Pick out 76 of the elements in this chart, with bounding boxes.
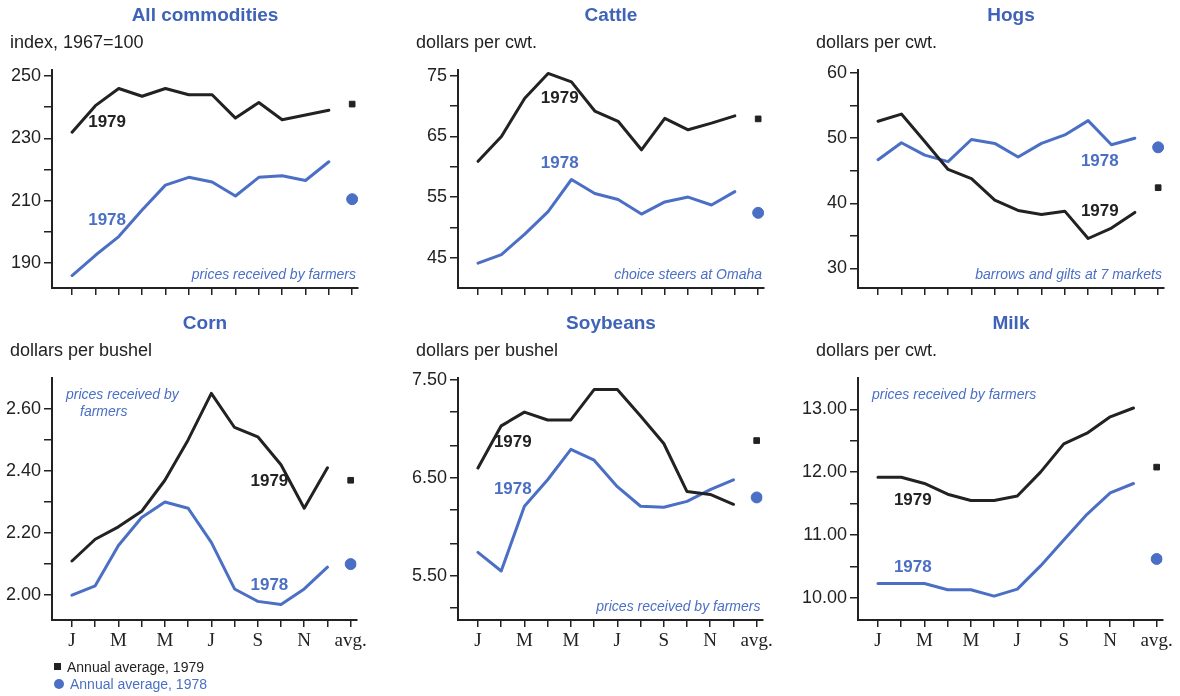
- y-tick-label: 210: [10, 189, 41, 210]
- x-tick-label: avg.: [1140, 629, 1173, 651]
- x-tick-label: M: [515, 629, 533, 651]
- x-tick-label: S: [252, 629, 264, 651]
- legend-label: Annual average, 1978: [70, 675, 207, 692]
- chart-title: Milk: [991, 312, 1031, 334]
- x-tick-label: avg.: [740, 629, 773, 651]
- y-tick-label: 45: [426, 246, 447, 267]
- y-tick-label: 55: [426, 186, 447, 207]
- series-label: 1979: [540, 88, 579, 108]
- y-tick-label: 230: [10, 127, 41, 148]
- chart-title: Hogs: [986, 4, 1036, 26]
- x-tick-label: J: [874, 629, 882, 651]
- y-tick-label: 10.00: [801, 586, 847, 607]
- series-label: 1978: [1080, 150, 1119, 170]
- y-tick-label: 7.50: [411, 368, 447, 389]
- x-tick-label: S: [658, 629, 670, 651]
- y-tick-label: 12.00: [801, 461, 847, 482]
- x-tick-label: J: [207, 629, 216, 651]
- y-tick-label: 250: [10, 65, 41, 85]
- x-tick-label: M: [962, 629, 980, 651]
- series-label: 1979: [250, 470, 289, 490]
- x-tick-label: M: [109, 629, 127, 651]
- y-tick-label: 2.20: [5, 522, 41, 543]
- y-tick-label: 2.00: [5, 584, 41, 605]
- y-tick-label: 50: [826, 127, 847, 148]
- y-tick-label: 190: [10, 252, 41, 273]
- y-tick-label: 11.00: [803, 524, 847, 545]
- series-label: 1978: [893, 556, 932, 576]
- series-label: 1978: [540, 152, 579, 172]
- x-tick-label: J: [613, 629, 622, 651]
- series-label: 1978: [250, 574, 289, 594]
- annotation: prices received by farmers: [871, 385, 1037, 402]
- x-tick-label: J: [474, 629, 482, 651]
- y-axis-title: dollars per bushel: [10, 340, 153, 361]
- legend-label: Annual average, 1979: [67, 658, 204, 675]
- chart-title: Soybeans: [565, 312, 657, 334]
- x-tick-label: avg.: [334, 629, 367, 651]
- y-tick-label: 75: [426, 64, 447, 85]
- y-tick-label: 6.50: [411, 466, 447, 487]
- y-axis-title: dollars per cwt.: [816, 32, 938, 53]
- chart-title: Corn: [181, 312, 229, 334]
- x-tick-label: M: [562, 629, 580, 651]
- series-label: 1978: [88, 209, 126, 229]
- y-tick-label: 60: [826, 62, 847, 83]
- series-label: 1979: [88, 111, 126, 131]
- series-label: 1979: [1080, 201, 1119, 221]
- chart-title: Cattle: [583, 4, 639, 26]
- y-tick-label: 5.50: [411, 564, 447, 585]
- y-tick-label: 30: [826, 257, 847, 278]
- y-tick-label: 13.00: [801, 398, 847, 419]
- y-axis-title: dollars per cwt.: [416, 32, 538, 53]
- y-tick-label: 2.60: [5, 397, 41, 418]
- x-tick-label: J: [68, 629, 76, 651]
- annotation: barrows and gilts at 7 markets: [975, 265, 1162, 282]
- annotation: prices received by farmers: [595, 597, 761, 614]
- x-tick-label: J: [1013, 629, 1022, 651]
- annotation: choice steers at Omaha: [614, 265, 763, 282]
- series-label: 1979: [493, 432, 532, 452]
- x-tick-label: S: [1058, 629, 1070, 651]
- series-label: 1978: [493, 479, 532, 499]
- y-axis-title: index, 1967=100: [10, 32, 144, 53]
- y-axis-title: dollars per bushel: [416, 340, 559, 361]
- x-tick-label: M: [915, 629, 933, 651]
- x-tick-label: N: [703, 629, 718, 651]
- chart-title: All commodities: [130, 4, 280, 26]
- x-tick-label: N: [1103, 629, 1118, 651]
- x-tick-label: M: [156, 629, 174, 651]
- x-tick-label: N: [297, 629, 312, 651]
- series-label: 1979: [893, 489, 932, 509]
- annotation: prices received by farmers: [190, 265, 356, 282]
- y-tick-label: 40: [826, 192, 847, 213]
- y-axis-title: dollars per cwt.: [816, 340, 938, 361]
- annotation: prices received by farmers: [65, 385, 180, 419]
- y-tick-label: 2.40: [5, 459, 41, 480]
- y-tick-label: 65: [426, 125, 447, 146]
